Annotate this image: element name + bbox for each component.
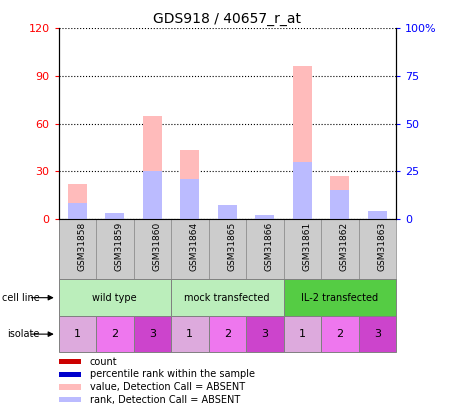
Text: 3: 3	[149, 329, 156, 339]
Text: value, Detection Call = ABSENT: value, Detection Call = ABSENT	[90, 382, 245, 392]
Bar	[293, 162, 311, 219]
Bar	[96, 316, 134, 352]
Bar	[58, 384, 81, 390]
Text: GSM31861: GSM31861	[302, 222, 311, 271]
Text: 2: 2	[111, 329, 118, 339]
Bar	[218, 208, 237, 219]
Text: 2: 2	[336, 329, 343, 339]
Text: 1: 1	[186, 329, 193, 339]
Bar	[171, 316, 208, 352]
Text: cell line: cell line	[2, 293, 40, 303]
Bar	[58, 316, 96, 352]
Text: percentile rank within the sample: percentile rank within the sample	[90, 369, 255, 379]
Text: 3: 3	[374, 329, 381, 339]
Text: GSM31858: GSM31858	[77, 222, 86, 271]
Text: GSM31865: GSM31865	[227, 222, 236, 271]
Bar	[58, 279, 171, 316]
Bar	[256, 215, 274, 219]
Bar	[359, 316, 396, 352]
Text: isolate: isolate	[7, 329, 40, 339]
Text: GSM31862: GSM31862	[340, 222, 349, 271]
Bar	[143, 115, 162, 219]
Bar	[246, 316, 284, 352]
Bar	[68, 203, 86, 219]
Bar	[208, 316, 246, 352]
Text: mock transfected: mock transfected	[184, 293, 270, 303]
Bar	[330, 176, 349, 219]
Bar	[180, 151, 199, 219]
Bar	[330, 190, 349, 219]
Text: 2: 2	[224, 329, 231, 339]
Text: GSM31863: GSM31863	[377, 222, 386, 271]
Bar	[58, 359, 81, 364]
Bar	[134, 316, 171, 352]
Bar	[293, 66, 311, 219]
Bar	[368, 211, 387, 219]
Text: wild type: wild type	[92, 293, 137, 303]
Text: IL-2 transfected: IL-2 transfected	[301, 293, 378, 303]
Text: 1: 1	[74, 329, 81, 339]
Text: GSM31864: GSM31864	[190, 222, 199, 271]
Bar	[171, 279, 284, 316]
Text: GSM31859: GSM31859	[115, 222, 124, 271]
Text: 1: 1	[299, 329, 306, 339]
Bar	[321, 316, 359, 352]
Bar	[180, 179, 199, 219]
Title: GDS918 / 40657_r_at: GDS918 / 40657_r_at	[153, 12, 301, 26]
Text: GSM31860: GSM31860	[152, 222, 161, 271]
Text: count: count	[90, 357, 117, 367]
Text: 3: 3	[261, 329, 268, 339]
Bar	[284, 316, 321, 352]
Bar	[256, 215, 274, 219]
Text: rank, Detection Call = ABSENT: rank, Detection Call = ABSENT	[90, 395, 240, 405]
Bar	[218, 205, 237, 219]
Text: GSM31866: GSM31866	[265, 222, 274, 271]
Bar	[58, 397, 81, 403]
Bar	[105, 213, 124, 219]
Bar	[143, 171, 162, 219]
Bar	[284, 279, 396, 316]
Bar	[58, 372, 81, 377]
Bar	[368, 211, 387, 219]
Bar	[68, 184, 86, 219]
